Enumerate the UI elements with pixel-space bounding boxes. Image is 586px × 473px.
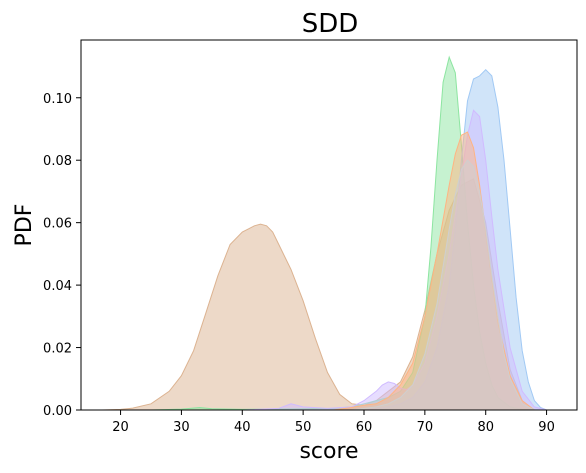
y-tick-label: 0.00 [43, 404, 72, 419]
y-axis-ticks: 0.00 0.02 0.04 0.06 0.08 0.10 [43, 92, 81, 419]
x-tick-label: 70 [417, 420, 434, 435]
y-axis-title: PDF [12, 204, 37, 247]
x-tick-label: 90 [538, 420, 555, 435]
x-tick-label: 30 [173, 420, 190, 435]
x-axis-ticks: 20 30 40 50 60 70 80 90 [112, 410, 555, 435]
density-areas [102, 55, 547, 411]
x-tick-label: 20 [112, 420, 129, 435]
density-line-6 [351, 159, 535, 411]
y-tick-label: 0.04 [43, 279, 72, 294]
x-tick-label: 80 [477, 420, 494, 435]
y-tick-label: 0.08 [43, 154, 72, 169]
chart-title: SDD [302, 9, 359, 39]
plot-frame [80, 39, 578, 411]
x-tick-label: 40 [234, 420, 251, 435]
y-tick-label: 0.06 [43, 217, 72, 232]
x-axis-title: score [299, 439, 358, 464]
y-tick-label: 0.10 [43, 92, 72, 107]
x-tick-label: 50 [295, 420, 312, 435]
density-area-6 [351, 160, 535, 410]
x-tick-label: 60 [356, 420, 373, 435]
y-tick-label: 0.02 [43, 342, 72, 357]
